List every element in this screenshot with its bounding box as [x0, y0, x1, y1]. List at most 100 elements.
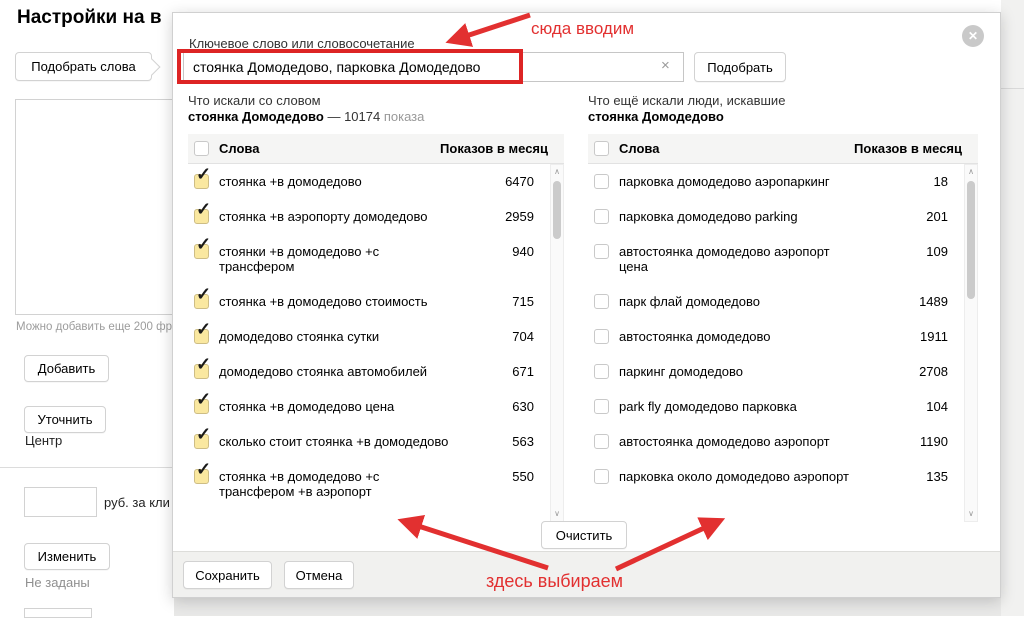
scroll-up-icon[interactable]: ∧ — [968, 167, 974, 176]
keyword-row[interactable]: стоянка +в домодедово +с трансфером +в а… — [188, 459, 550, 509]
select-all-checkbox[interactable] — [594, 141, 609, 156]
shows-count: 704 — [512, 329, 534, 344]
row-checkbox[interactable] — [594, 364, 609, 379]
row-checkbox[interactable] — [194, 392, 211, 414]
column-shows: Показов в месяц — [440, 141, 548, 156]
left-stats-suffix: показа — [380, 109, 425, 124]
shows-count: 135 — [926, 469, 948, 484]
scrollbar-thumb[interactable] — [553, 181, 561, 239]
keyword-text: стоянка +в домодедово цена — [219, 399, 395, 414]
keyword-row[interactable]: стоянка +в домодедово цена 630 — [188, 389, 550, 424]
row-checkbox[interactable] — [194, 237, 211, 259]
row-checkbox[interactable] — [194, 287, 211, 309]
left-keyword-list: стоянка +в домодедово 6470 стоянка +в аэ… — [188, 164, 550, 522]
row-checkbox[interactable] — [194, 462, 211, 484]
row-checkbox[interactable] — [594, 469, 609, 484]
right-title-line1: Что ещё искали люди, искавшие — [588, 93, 786, 108]
keyword-row[interactable]: домодедово стоянка автомобилей 671 — [188, 354, 550, 389]
left-table-header: Слова Показов в месяц — [188, 134, 564, 164]
partial-button-box — [24, 608, 92, 618]
clear-input-icon[interactable]: × — [661, 57, 670, 74]
keywords-textarea[interactable] — [15, 99, 178, 315]
keyword-row[interactable]: парковка домодедово аэропаркинг 18 — [588, 164, 964, 199]
column-words: Слова — [619, 141, 660, 156]
not-set-label: Не заданы — [25, 575, 90, 590]
row-checkbox[interactable] — [194, 167, 211, 189]
row-checkbox[interactable] — [594, 244, 609, 259]
select-all-checkbox[interactable] — [194, 141, 209, 156]
right-title-keyword: стоянка Домодедово — [588, 109, 724, 124]
page-bottom-strip — [174, 598, 1001, 616]
keyword-text: парковка домодедово аэропаркинг — [619, 174, 830, 189]
shows-count: 715 — [512, 294, 534, 309]
shows-count: 18 — [933, 174, 948, 189]
price-input[interactable] — [24, 487, 97, 517]
row-checkbox[interactable] — [194, 427, 211, 449]
page-right-divider — [1001, 88, 1024, 89]
keyword-row[interactable]: парковка около домодедово аэропорт 135 — [588, 459, 964, 494]
page-title: Настройки на в — [17, 7, 162, 28]
keyword-row[interactable]: стоянка +в домодедово стоимость 715 — [188, 284, 550, 319]
keyword-row[interactable]: стоянка +в аэропорту домодедово 2959 — [188, 199, 550, 234]
shows-count: 550 — [512, 469, 534, 484]
left-scrollbar[interactable]: ∧ ∨ — [550, 164, 564, 522]
keyword-row[interactable]: автостоянка домодедово 1911 — [588, 319, 964, 354]
keyword-row[interactable]: парк флай домодедово 1489 — [588, 284, 964, 319]
keyword-text: паркинг домодедово — [619, 364, 744, 379]
save-button[interactable]: Сохранить — [183, 561, 272, 589]
keyword-text: автостоянка домодедово аэропорт — [619, 434, 830, 449]
keyword-input[interactable] — [183, 52, 684, 82]
keyword-text: стоянка +в домодедово стоимость — [219, 294, 428, 309]
keyword-text: домодедово стоянка автомобилей — [219, 364, 428, 379]
keyword-row[interactable]: автостоянка домодедово аэропорт 1190 — [588, 424, 964, 459]
keyword-row[interactable]: парковка домодедово parking 201 — [588, 199, 964, 234]
row-checkbox[interactable] — [194, 322, 211, 344]
column-shows: Показов в месяц — [854, 141, 962, 156]
center-label: Центр — [25, 433, 63, 448]
refine-button[interactable]: Уточнить — [24, 406, 106, 433]
pick-button[interactable]: Подобрать — [694, 52, 786, 82]
row-checkbox[interactable] — [594, 174, 609, 189]
keyword-row[interactable]: сколько стоит стоянка +в домодедово 563 — [188, 424, 550, 459]
keyword-text: стоянка +в аэропорту домодедово — [219, 209, 428, 224]
row-checkbox[interactable] — [194, 202, 211, 224]
scroll-down-icon[interactable]: ∨ — [554, 509, 560, 518]
change-button[interactable]: Изменить — [24, 543, 110, 570]
right-keyword-list: парковка домодедово аэропаркинг 18 парко… — [588, 164, 964, 522]
add-button[interactable]: Добавить — [24, 355, 109, 382]
row-checkbox[interactable] — [594, 434, 609, 449]
row-checkbox[interactable] — [194, 357, 211, 379]
keyword-text: домодедово стоянка сутки — [219, 329, 380, 344]
row-checkbox[interactable] — [594, 294, 609, 309]
shows-count: 1489 — [919, 294, 948, 309]
keyword-row[interactable]: паркинг домодедово 2708 — [588, 354, 964, 389]
page-right-gutter — [1001, 0, 1024, 616]
shows-count: 630 — [512, 399, 534, 414]
clear-selection-button[interactable]: Очистить — [541, 521, 627, 549]
keyword-row[interactable]: автостоянка домодедово аэропорт цена 109 — [588, 234, 964, 284]
row-checkbox[interactable] — [594, 399, 609, 414]
section-divider — [0, 467, 174, 468]
right-table-header: Слова Показов в месяц — [588, 134, 978, 164]
right-list-wrap: парковка домодедово аэропаркинг 18 парко… — [588, 164, 978, 522]
keyword-text: стоянка +в домодедово — [219, 174, 362, 189]
scroll-up-icon[interactable]: ∧ — [554, 167, 560, 176]
left-title-line1: Что искали со словом — [188, 93, 321, 108]
keyword-row[interactable]: park fly домодедово парковка 104 — [588, 389, 964, 424]
close-icon[interactable]: ✕ — [962, 25, 984, 47]
shows-count: 109 — [926, 244, 948, 259]
pick-words-button[interactable]: Подобрать слова — [15, 52, 152, 81]
keyword-row[interactable]: стоянка +в домодедово 6470 — [188, 164, 550, 199]
scrollbar-thumb[interactable] — [967, 181, 975, 299]
column-words: Слова — [219, 141, 260, 156]
row-checkbox[interactable] — [594, 329, 609, 344]
row-checkbox[interactable] — [594, 209, 609, 224]
right-scrollbar[interactable]: ∧ ∨ — [964, 164, 978, 522]
scroll-down-icon[interactable]: ∨ — [968, 509, 974, 518]
price-suffix-label: руб. за кли — [104, 495, 170, 510]
keyword-text: автостоянка домодедово аэропорт цена — [619, 244, 830, 274]
keyword-row[interactable]: домодедово стоянка сутки 704 — [188, 319, 550, 354]
keyword-text: парковка домодедово parking — [619, 209, 798, 224]
cancel-button[interactable]: Отмена — [284, 561, 354, 589]
keyword-row[interactable]: стоянки +в домодедово +с трансфером 940 — [188, 234, 550, 284]
